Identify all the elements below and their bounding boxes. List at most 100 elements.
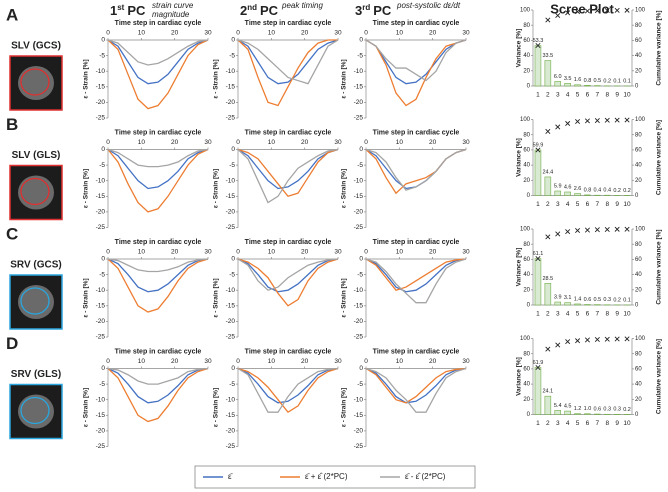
- variance-bar: [544, 60, 552, 87]
- y2-tick-label: 20: [635, 68, 642, 74]
- y-tick-label: -10: [226, 396, 236, 403]
- value-label: 5.9: [554, 183, 562, 189]
- value-label: 33.5: [542, 53, 553, 59]
- y-tick-label: 0: [359, 256, 363, 263]
- row-name: SLV (GCS): [11, 41, 61, 52]
- x-axis-title: Time step in cardiac cycle: [115, 348, 202, 355]
- y2-tick-label: 100: [635, 117, 646, 123]
- x-tick-label: 7: [596, 92, 600, 99]
- strain-curve: [237, 39, 339, 85]
- value-label: 1.0: [584, 406, 592, 412]
- x-tick-label: 9: [615, 311, 619, 318]
- variance-bar: [564, 302, 571, 306]
- header-note: magnitude: [152, 10, 190, 19]
- y2-tick-label: 20: [635, 397, 642, 403]
- x-tick-label: 5: [576, 311, 580, 318]
- value-label: 4.6: [564, 184, 572, 190]
- cumulative-marker: [565, 229, 571, 235]
- cumulative-marker: [584, 118, 590, 124]
- y-tick-label: 0: [101, 146, 105, 153]
- x-tick-label: 10: [268, 30, 276, 37]
- x-tick-label: 10: [138, 358, 146, 365]
- row-letter: C: [6, 224, 18, 243]
- strain-curve: [107, 258, 209, 273]
- x-tick-label: 20: [171, 139, 179, 146]
- y-tick-label: -10: [354, 68, 364, 75]
- variance-bar: [534, 149, 542, 196]
- y-tick-label: 20: [523, 68, 530, 74]
- y2-tick-label: 0: [635, 193, 639, 199]
- x-tick-label: 2: [546, 92, 550, 99]
- row-name: SRV (GCS): [10, 260, 62, 271]
- y-tick-label: -5: [99, 381, 105, 388]
- x-tick-label: 0: [364, 249, 368, 256]
- y-tick-label: -5: [229, 381, 235, 388]
- row-letter: B: [6, 115, 18, 134]
- x-tick-label: 0: [106, 30, 110, 37]
- y-tick-label: -25: [226, 115, 236, 122]
- variance-bar: [554, 301, 562, 306]
- y-tick-label: -5: [357, 381, 363, 388]
- y-tick-label: -20: [354, 209, 364, 216]
- x-tick-label: 1: [536, 201, 540, 208]
- x-tick-label: 2: [546, 311, 550, 318]
- y-tick-label: 80: [523, 23, 530, 29]
- value-label: 0.4: [594, 188, 602, 194]
- variance-bar: [554, 81, 562, 87]
- y-tick-label: 100: [520, 117, 531, 123]
- cumulative-marker: [555, 231, 561, 237]
- header-label: PC: [260, 3, 279, 18]
- y-tick-label: -20: [354, 99, 364, 106]
- y2-tick-label: 60: [635, 147, 642, 153]
- x-tick-label: 20: [171, 249, 179, 256]
- y-tick-label: -15: [354, 412, 364, 419]
- row-name: SLV (GLS): [12, 150, 61, 161]
- variance-bar: [534, 258, 542, 306]
- y-tick-label: 0: [359, 37, 363, 44]
- legend-box: [194, 465, 476, 489]
- header-suffix: nd: [247, 3, 257, 12]
- header-ordinal: 1: [110, 3, 117, 18]
- variance-bar: [564, 83, 571, 87]
- cumulative-marker: [604, 7, 610, 13]
- x-tick-label: 10: [396, 249, 404, 256]
- variance-bar: [554, 410, 562, 415]
- header-suffix: st: [117, 3, 124, 12]
- x-axis-title: Time step in cardiac cycle: [115, 129, 202, 136]
- x-tick-label: 20: [429, 30, 437, 37]
- x-axis-title: Time step in cardiac cycle: [245, 348, 332, 355]
- y-tick-label: 20: [523, 178, 530, 184]
- cumulative-marker: [594, 336, 600, 343]
- header-note: peak timing: [281, 1, 323, 10]
- value-label: 24.1: [542, 389, 553, 395]
- mri-contour: [20, 396, 50, 425]
- x-tick-label: 20: [429, 358, 437, 365]
- strain-curve: [107, 258, 209, 293]
- x-tick-label: 20: [301, 358, 309, 365]
- y-tick-label: -5: [229, 52, 235, 59]
- cumulative-marker: [575, 118, 581, 124]
- y-tick-label: 40: [523, 53, 530, 59]
- variance-bar: [574, 193, 581, 196]
- strain-curve: [365, 367, 467, 404]
- x-tick-label: 4: [566, 92, 570, 99]
- x-tick-label: 10: [623, 92, 631, 99]
- y-tick-label: 40: [523, 163, 530, 169]
- variance-bar: [534, 45, 542, 87]
- y-tick-label: 0: [359, 146, 363, 153]
- cumulative-marker: [624, 336, 630, 342]
- value-label: 0.2: [603, 78, 611, 84]
- x-tick-label: 10: [138, 139, 146, 146]
- x-tick-label: 10: [396, 139, 404, 146]
- value-label: 3.9: [554, 294, 562, 300]
- y2-axis-title: Cumulative variance [%]: [656, 10, 663, 85]
- strain-curve: [107, 148, 209, 190]
- x-axis-title: Time step in cardiac cycle: [245, 129, 332, 136]
- y-tick-label: -15: [354, 193, 364, 200]
- y-tick-label: -15: [96, 303, 106, 310]
- y-tick-label: -25: [354, 334, 364, 341]
- y-axis-title: ε - Strain [%]: [83, 278, 90, 317]
- mri-contour: [20, 177, 50, 206]
- strain-curve: [237, 367, 339, 413]
- x-tick-label: 10: [623, 201, 631, 208]
